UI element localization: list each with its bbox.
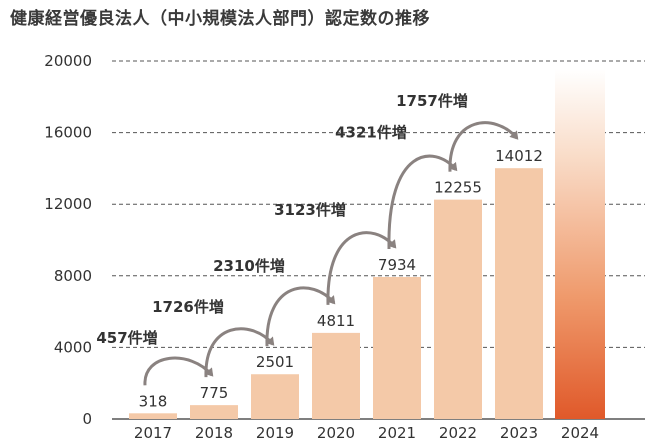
increase-label: 1726件増 — [152, 298, 224, 316]
bar-2020 — [312, 332, 360, 419]
increase-arrow — [448, 121, 519, 172]
value-label-2020: 4811 — [317, 312, 355, 330]
value-label-2021: 7934 — [378, 256, 416, 274]
bar-2018 — [190, 405, 238, 419]
bar-2024 — [555, 69, 605, 419]
x-tick-label: 2017 — [134, 424, 172, 440]
value-label-2022: 12255 — [434, 179, 482, 197]
increase-label: 3123件増 — [274, 201, 346, 219]
y-tick-label: 4000 — [54, 338, 92, 356]
increase-label: 457件増 — [96, 329, 157, 347]
increase-label: 4321件増 — [335, 124, 407, 142]
y-tick-label: 20000 — [44, 52, 92, 70]
value-label-2018: 775 — [200, 384, 229, 402]
value-label-2019: 2501 — [256, 353, 294, 371]
x-tick-label: 2022 — [439, 424, 477, 440]
bar-2023 — [495, 168, 543, 419]
x-tick-label: 2024 — [561, 424, 599, 440]
y-tick-label: 16000 — [44, 124, 92, 142]
increase-arrow — [387, 154, 458, 250]
y-tick-label: 0 — [82, 410, 92, 428]
bar-2017 — [129, 413, 177, 419]
chart-title: 健康経営優良法人（中小規模法人部門）認定数の推移 — [10, 9, 430, 29]
increase-arrow — [204, 327, 275, 378]
increase-arrow — [265, 286, 336, 347]
increase-arrow — [143, 356, 214, 386]
x-tick-label: 2021 — [378, 424, 416, 440]
x-tick-label: 2018 — [195, 424, 233, 440]
increase-label: 2310件増 — [213, 257, 285, 275]
bar-2021 — [373, 276, 421, 419]
value-label-2017: 318 — [139, 392, 168, 410]
x-tick-label: 2023 — [500, 424, 538, 440]
value-label-2023: 14012 — [495, 147, 543, 165]
y-tick-label: 8000 — [54, 267, 92, 285]
bar-2019 — [251, 374, 299, 419]
x-tick-label: 2020 — [317, 424, 355, 440]
increase-arrow — [326, 231, 397, 305]
bar-2022 — [434, 199, 482, 419]
y-tick-label: 12000 — [44, 195, 92, 213]
x-tick-label: 2019 — [256, 424, 294, 440]
increase-label: 1757件増 — [396, 92, 468, 110]
